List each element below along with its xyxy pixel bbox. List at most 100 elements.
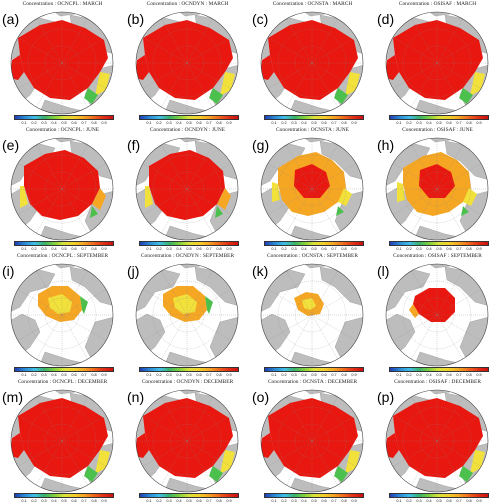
colorbar-tick-label: 0.3	[416, 120, 422, 125]
colorbar-tick-label: 0.5	[436, 246, 442, 251]
colorbar-tick-label: 0.5	[311, 498, 317, 503]
colorbar-ticks: 0.1 0.2 0.3 0.4 0.5 0.6 0.7 0.8 0.9	[139, 373, 239, 378]
sea-ice-field	[470, 450, 485, 474]
panel-title: Concentration : OCNCPL : JUNE	[25, 127, 100, 133]
panel-title: Concentration : OSISAF : DECEMBER	[394, 379, 481, 385]
colorbar-tick-label: 0.7	[331, 120, 337, 125]
colorbar-tick-label: 0.5	[311, 120, 317, 125]
colorbar	[264, 367, 364, 372]
meridian-line	[186, 188, 213, 234]
colorbar-tick-label: 0.2	[31, 498, 37, 503]
map-panel: Concentration : OSISAF : JUNE (h) 0.1 0.2 0.…	[375, 126, 500, 252]
land-mass	[176, 138, 201, 143]
meridian-line	[186, 37, 232, 64]
map-border	[135, 137, 239, 241]
sea-ice-field	[261, 433, 274, 458]
colorbar-ticks: 0.1 0.2 0.3 0.4 0.5 0.6 0.7 0.8 0.9	[389, 247, 489, 252]
colorbar-tick-label: 0.3	[166, 498, 172, 503]
polar-map	[385, 11, 489, 115]
meridian-line	[286, 18, 313, 64]
colorbar-tick-label: 0.9	[101, 120, 107, 125]
colorbar-tick-label: 0.1	[146, 498, 152, 503]
meridian-line	[436, 440, 482, 467]
colorbar-tick-label: 0.8	[91, 498, 97, 503]
meridian-line	[17, 163, 63, 190]
meridian-line	[311, 314, 357, 341]
meridian-line	[17, 37, 63, 64]
colorbar-tick-label: 0.5	[311, 372, 317, 377]
meridian-line	[392, 289, 438, 316]
meridian-line	[267, 62, 313, 89]
meridian-line	[61, 62, 88, 108]
colorbar-tick-label: 0.2	[156, 372, 162, 377]
map-panel: Concentration : OCNSTA : DECEMBER (o) 0.1 0…	[250, 378, 375, 504]
colorbar	[139, 367, 239, 372]
colorbar-tick-label: 0.6	[71, 246, 77, 251]
colorbar-tick-label: 0.4	[51, 246, 57, 251]
panel-label: (o)	[252, 389, 270, 405]
map-panel: Concentration : OCNCPL : JUNE (e) 0.1 0.2 0.…	[0, 126, 125, 252]
colorbar-tick-label: 0.9	[351, 246, 357, 251]
colorbar-tick-label: 0.2	[31, 372, 37, 377]
panel-label: (j)	[127, 263, 140, 279]
panel-title: Concentration : OSISAF : MARCH	[398, 1, 477, 7]
meridian-line	[286, 440, 313, 486]
meridian-line	[286, 188, 313, 234]
land-mass	[176, 390, 201, 395]
meridian-line	[311, 62, 338, 108]
colorbar	[14, 367, 114, 372]
colorbar-ticks: 0.1 0.2 0.3 0.4 0.5 0.6 0.7 0.8 0.9	[14, 373, 114, 378]
map-border	[260, 11, 364, 115]
colorbar-tick-label: 0.4	[301, 372, 307, 377]
colorbar-tick-label: 0.8	[341, 120, 347, 125]
sea-ice-field	[136, 55, 149, 80]
colorbar-tick-label: 0.3	[166, 246, 172, 251]
colorbar-tick-label: 0.7	[206, 246, 212, 251]
colorbar-tick-label: 0.1	[21, 372, 27, 377]
meridian-line	[17, 440, 63, 467]
meridian-line	[36, 314, 63, 360]
meridian-line	[36, 144, 63, 190]
meridian-line	[392, 440, 438, 467]
panel-label: (d)	[377, 11, 395, 27]
meridian-line	[161, 144, 188, 190]
meridian-line	[436, 396, 463, 442]
meridian-line	[61, 289, 107, 316]
meridian-line	[142, 415, 188, 442]
meridian-line	[436, 289, 482, 316]
meridian-line	[392, 62, 438, 89]
panel-title: Concentration : OCNDYN : DECEMBER	[141, 379, 234, 385]
meridian-line	[161, 396, 188, 442]
colorbar-tick-label: 0.9	[101, 372, 107, 377]
colorbar-tick-label: 0.4	[176, 498, 182, 503]
colorbar-tick-label: 0.8	[216, 498, 222, 503]
meridian-line	[311, 188, 338, 234]
meridian-line	[161, 188, 188, 234]
meridian-line	[311, 314, 338, 360]
colorbar	[389, 115, 489, 120]
colorbar-tick-label: 0.6	[321, 246, 327, 251]
colorbar-ticks: 0.1 0.2 0.3 0.4 0.5 0.6 0.7 0.8 0.9	[139, 247, 239, 252]
map-panel: Concentration : OCNSTA : MARCH (c) 0.1 0.2 0…	[250, 0, 375, 126]
panel-label: (e)	[2, 137, 20, 153]
map-border	[135, 263, 239, 367]
colorbar-tick-label: 0.4	[51, 372, 57, 377]
panel-label: (g)	[252, 137, 270, 153]
meridian-line	[61, 144, 88, 190]
panel-title: Concentration : OSISAF : JUNE	[402, 127, 473, 133]
map-panel: Concentration : OCNCPL : SEPTEMBER (i) 0.1…	[0, 252, 125, 378]
sea-ice-field	[345, 450, 360, 474]
colorbar-tick-label: 0.7	[81, 498, 87, 503]
map-panel: Concentration : OSISAF : MARCH (d) 0.1 0.2 0…	[375, 0, 500, 126]
colorbar	[139, 493, 239, 498]
sea-ice-field	[48, 294, 72, 314]
colorbar-tick-label: 0.5	[186, 246, 192, 251]
meridian-line	[411, 144, 438, 190]
land-mass	[426, 12, 451, 17]
colorbar-tick-label: 0.1	[21, 498, 27, 503]
colorbar-tick-label: 0.2	[406, 246, 412, 251]
meridian-line	[142, 440, 188, 467]
map-panel: Concentration : OCNCPL : DECEMBER (m) 0.1 0…	[0, 378, 125, 504]
colorbar-tick-label: 0.6	[196, 120, 202, 125]
meridian-line	[436, 62, 482, 89]
